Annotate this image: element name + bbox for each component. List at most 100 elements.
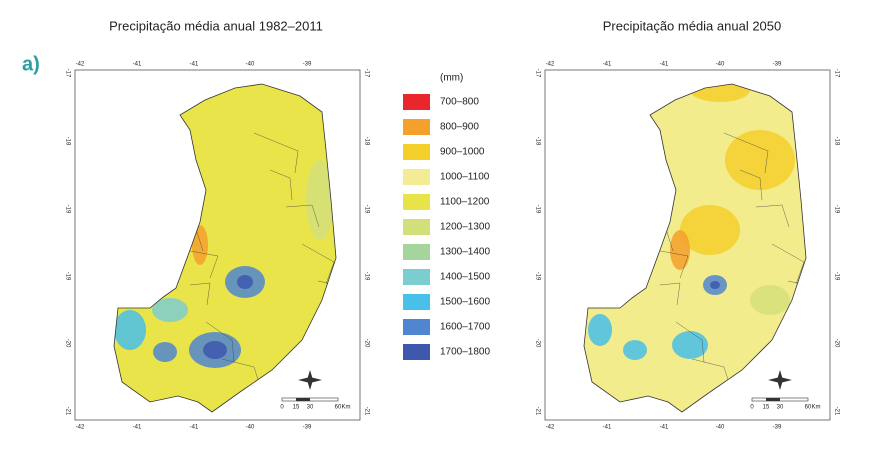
border [659,282,681,306]
border [125,136,153,168]
map-frame [74,69,361,421]
zone [750,285,790,315]
scale-label: 30 [777,405,784,411]
zone [152,298,188,322]
zone [670,230,690,270]
zone [153,342,177,362]
x-tick-label: -41 [133,425,142,431]
scale-label: 0 [750,405,754,411]
border [141,171,177,195]
legend-label: 700–800 [440,97,479,108]
y-tick-label: -21 [534,407,540,416]
legend-swatch [403,119,430,135]
legend-label: 1300–1400 [440,247,490,258]
x-tick-label: -40 [246,62,255,68]
scale-label: Km [812,405,821,411]
border [285,204,320,228]
x-tick-label: -41 [603,425,612,431]
y-tick-label: -17 [64,69,70,78]
panel-label: a) [22,53,40,75]
y-tick-label: -19 [534,205,540,214]
y-tick-label: -19 [64,205,70,214]
map: Precipitação média anual 2050 -42 -42 -41 -4… [534,18,839,430]
x-tick-label: -42 [546,425,555,431]
y-tick-label: -19 [833,205,839,214]
x-tick-label: -41 [603,62,612,68]
scale-label: 60 [335,405,342,411]
border [114,99,131,141]
zone [192,225,208,265]
y-tick-label: -21 [833,407,839,416]
legend-unit: (mm) [440,73,463,84]
legend-label: 1200–1300 [440,222,490,233]
state-outline [583,83,807,413]
x-tick-label: -42 [76,425,85,431]
zone [710,281,720,289]
legend-swatch [403,294,430,310]
border [771,243,805,285]
border [675,321,705,363]
x-tick-label: -41 [133,62,142,68]
compass [768,370,792,390]
x-tick-label: -39 [773,425,782,431]
legend-label: 1600–1700 [440,322,490,333]
zone [203,341,227,359]
scale-label: 15 [763,405,770,411]
map-title: Precipitação média anual 1982–2011 [109,18,323,33]
y-tick-label: -20 [833,339,839,348]
x-tick-label: -41 [660,425,669,431]
legend-label: 1700–1800 [440,347,490,358]
border [269,169,293,201]
y-tick-label: -19 [534,272,540,281]
x-tick-label: -41 [660,62,669,68]
x-tick-label: -39 [773,62,782,68]
legend-label: 1400–1500 [440,272,490,283]
border [205,321,235,363]
border [253,132,299,174]
x-tick-label: -40 [716,62,725,68]
border [595,136,623,168]
legend-swatch [403,144,430,160]
y-tick-label: -17 [363,69,369,78]
border [237,393,277,412]
border [755,204,790,228]
x-tick-label: -39 [303,425,312,431]
state-outline [113,83,337,413]
border [739,169,763,201]
y-tick-label: -19 [833,272,839,281]
zone [623,340,647,360]
y-tick-label: -19 [363,272,369,281]
zone [690,84,750,102]
y-tick-label: -18 [534,137,540,146]
legend-swatch [403,169,430,185]
y-tick-label: -18 [363,137,369,146]
scale-label: 0 [280,405,284,411]
legend-swatch [403,269,430,285]
x-tick-label: -42 [76,62,85,68]
compass [298,370,322,390]
y-tick-label: -21 [363,407,369,416]
x-tick-label: -41 [190,425,199,431]
legend-swatch [403,344,430,360]
zone [114,310,146,350]
border [611,171,647,195]
zone [680,205,740,255]
y-tick-label: -17 [534,69,540,78]
zone [588,314,612,346]
border [301,243,335,285]
scale-label: 15 [293,405,300,411]
legend-label: 800–900 [440,122,479,133]
legend-label: 1000–1100 [440,172,490,183]
precip-zones [584,84,806,412]
zone [184,175,196,195]
y-tick-label: -18 [64,137,70,146]
legend-swatch [403,219,430,235]
scale-label: Km [342,405,351,411]
x-tick-label: -39 [303,62,312,68]
y-tick-label: -19 [64,272,70,281]
y-tick-label: -17 [833,69,839,78]
map-frame [544,69,831,421]
zone [725,130,795,190]
legend-label: 900–1000 [440,147,485,158]
zone [306,160,334,240]
